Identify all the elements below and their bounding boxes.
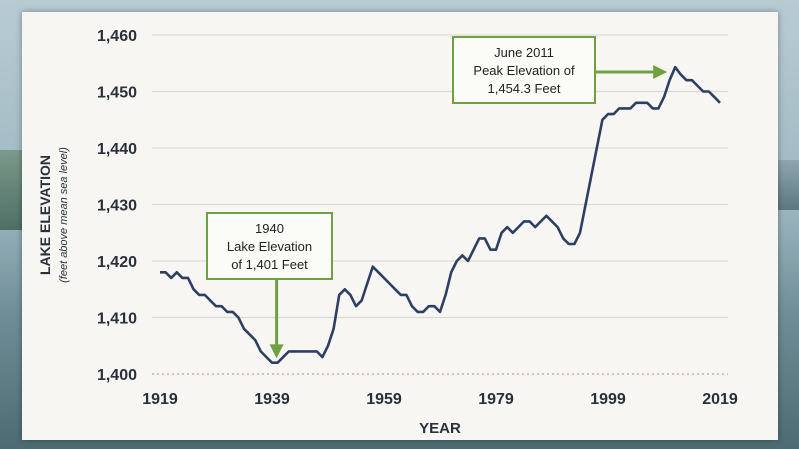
x-tick-label: 1939	[254, 391, 290, 408]
y-tick-label: 1,410	[97, 311, 137, 328]
y-tick-label: 1,430	[97, 198, 137, 215]
y-tick-label: 1,420	[97, 254, 137, 271]
x-tick-label: 1959	[366, 391, 402, 408]
y-axis-sublabel: (feet above mean sea level)	[58, 147, 70, 283]
y-tick-labels: 1,400 1,410 1,420 1,430 1,440 1,450 1,460	[97, 28, 137, 384]
x-tick-label: 1999	[590, 391, 626, 408]
annotation-box	[206, 212, 333, 280]
chart-sign-board	[22, 12, 778, 440]
annotation-text: of 1,401 Feet	[231, 257, 308, 272]
x-axis-label: YEAR	[419, 420, 461, 437]
annotation-low-1940: 1940 Lake Elevation of 1,401 Feet	[206, 212, 333, 359]
x-tick-labels: 1919 1939 1959 1979 1999 2019	[142, 391, 738, 408]
background-shoreline-left	[0, 150, 24, 230]
y-tick-label: 1,400	[97, 367, 137, 384]
y-axis-label: LAKE ELEVATION	[37, 155, 53, 275]
x-tick-label: 1919	[142, 391, 178, 408]
grid-lines	[152, 34, 728, 375]
annotation-arrowhead	[269, 344, 284, 359]
x-tick-label: 2019	[702, 391, 738, 408]
annotation-text: 1940	[255, 221, 284, 236]
annotation-box	[452, 36, 596, 104]
y-tick-label: 1,440	[97, 141, 137, 158]
annotation-arrowhead	[653, 65, 668, 79]
y-tick-label: 1,450	[97, 85, 137, 102]
annotations: 1940 Lake Elevation of 1,401 Feet June 2011…	[206, 36, 668, 359]
annotation-text: June 2011	[494, 45, 554, 60]
annotation-peak-2011: June 2011 Peak Elevation of 1,454.3 Feet	[452, 36, 668, 104]
annotation-text: Lake Elevation	[227, 239, 312, 254]
y-tick-label: 1,460	[97, 28, 137, 45]
annotation-text: Peak Elevation of	[473, 63, 575, 78]
x-tick-label: 1979	[478, 391, 514, 408]
elevation-series-line	[160, 65, 721, 364]
annotation-text: 1,454.3 Feet	[488, 81, 561, 96]
